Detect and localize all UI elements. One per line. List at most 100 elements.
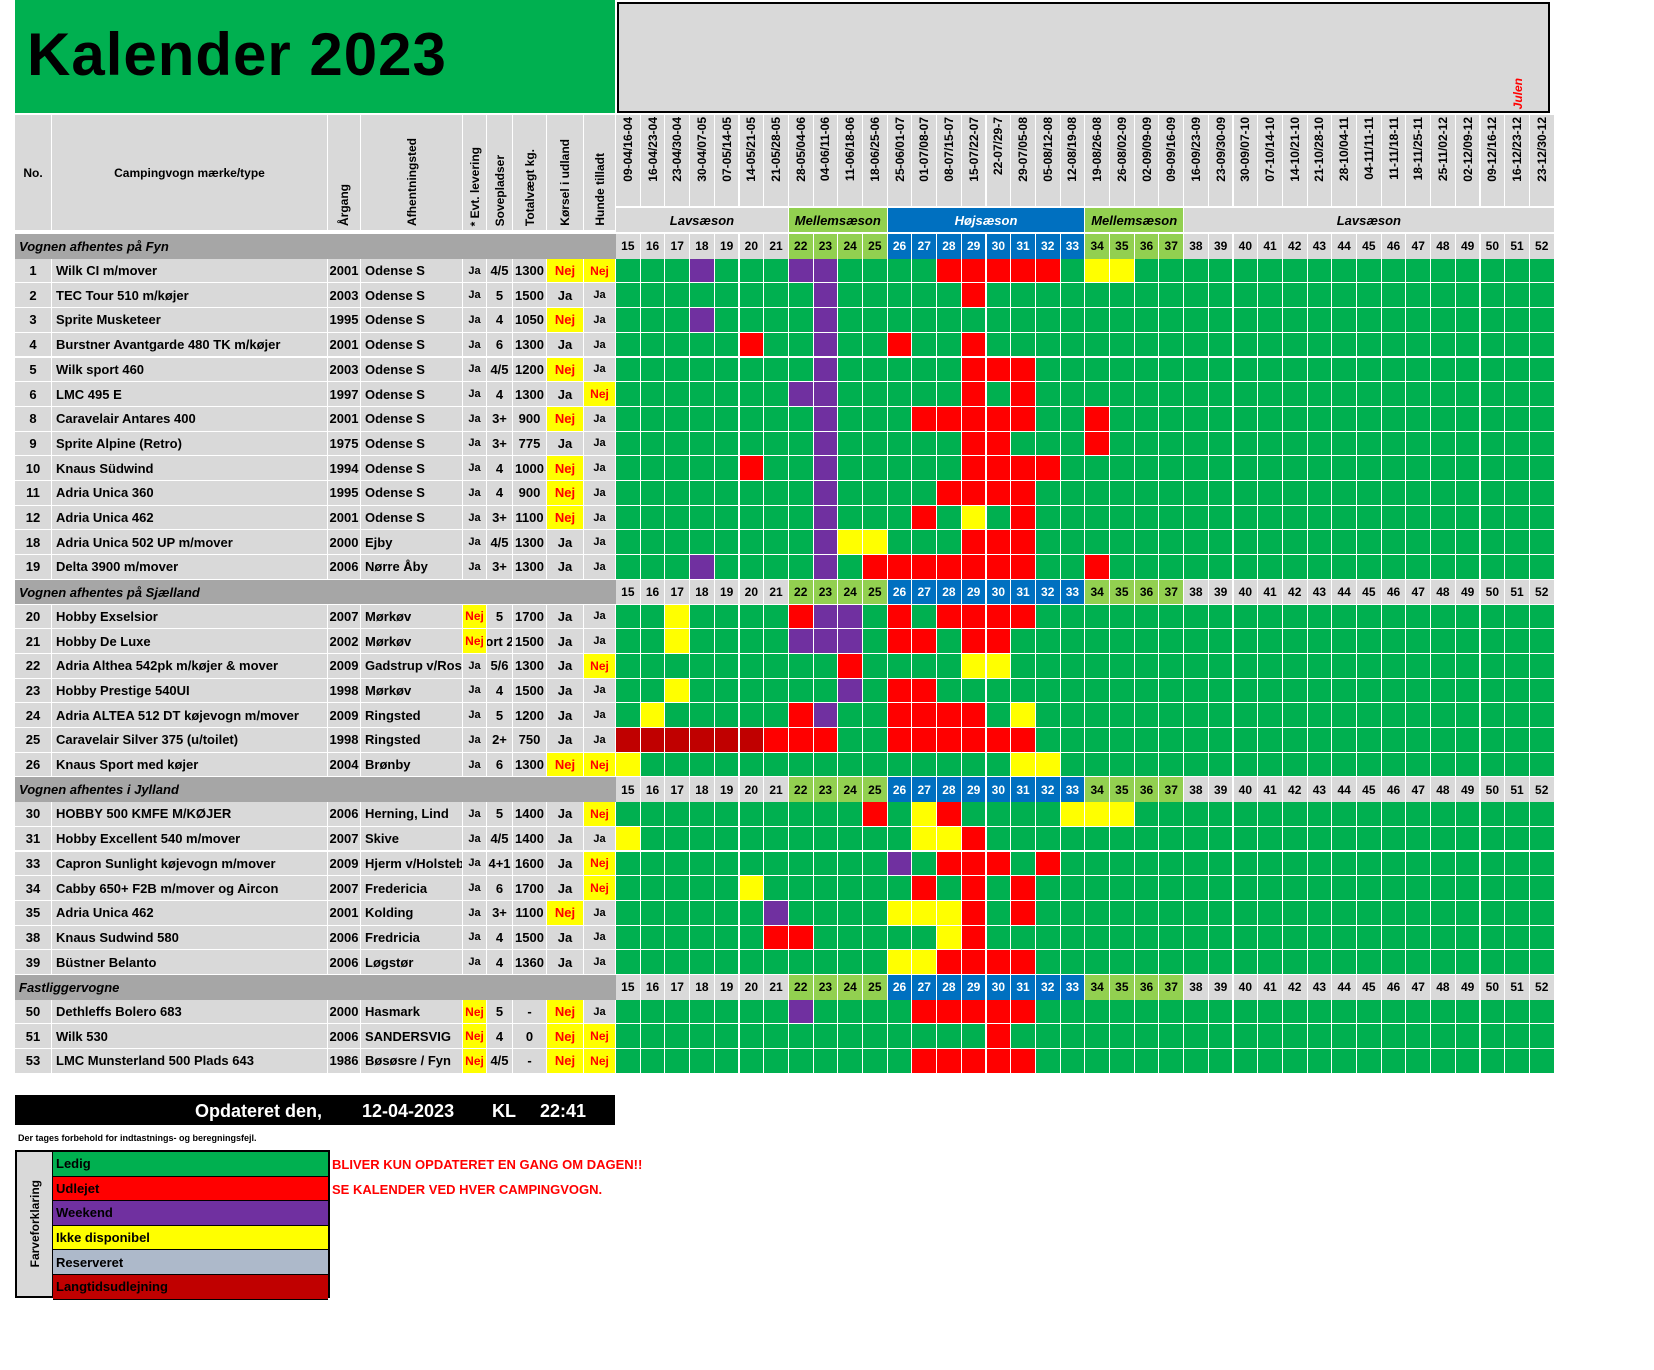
availability-cell[interactable] xyxy=(1184,802,1209,827)
availability-cell[interactable] xyxy=(961,357,987,383)
availability-cell[interactable] xyxy=(1035,678,1061,704)
availability-cell[interactable] xyxy=(961,604,987,630)
availability-cell[interactable] xyxy=(1307,308,1333,333)
availability-cell[interactable] xyxy=(1357,653,1382,679)
availability-cell[interactable] xyxy=(1307,752,1333,778)
availability-cell[interactable] xyxy=(788,826,814,852)
availability-cell[interactable] xyxy=(1406,826,1432,852)
availability-cell[interactable] xyxy=(764,876,789,901)
availability-cell[interactable] xyxy=(1159,1049,1185,1074)
availability-cell[interactable] xyxy=(961,629,987,654)
availability-cell[interactable] xyxy=(1406,530,1432,556)
availability-cell[interactable] xyxy=(1233,752,1259,778)
availability-cell[interactable] xyxy=(986,530,1012,556)
availability-cell[interactable] xyxy=(1455,382,1481,407)
availability-cell[interactable] xyxy=(764,530,789,556)
availability-cell[interactable] xyxy=(640,406,666,432)
availability-cell[interactable] xyxy=(1381,826,1407,852)
availability-cell[interactable] xyxy=(1134,900,1160,926)
availability-cell[interactable] xyxy=(1159,1024,1185,1050)
availability-cell[interactable] xyxy=(1011,653,1036,679)
availability-cell[interactable] xyxy=(1282,406,1308,432)
availability-cell[interactable] xyxy=(986,406,1012,432)
availability-cell[interactable] xyxy=(838,900,863,926)
availability-cell[interactable] xyxy=(863,481,888,506)
availability-cell[interactable] xyxy=(986,505,1012,531)
availability-cell[interactable] xyxy=(1060,999,1086,1025)
availability-cell[interactable] xyxy=(640,530,666,556)
availability-cell[interactable] xyxy=(739,752,765,778)
availability-cell[interactable] xyxy=(1258,802,1283,827)
availability-cell[interactable] xyxy=(961,653,987,679)
availability-cell[interactable] xyxy=(1134,851,1160,877)
availability-cell[interactable] xyxy=(640,382,666,407)
availability-cell[interactable] xyxy=(1529,653,1555,679)
availability-cell[interactable] xyxy=(863,1024,888,1050)
availability-cell[interactable] xyxy=(1431,703,1456,728)
availability-cell[interactable] xyxy=(1134,950,1160,975)
availability-cell[interactable] xyxy=(1480,629,1506,654)
availability-cell[interactable] xyxy=(1233,406,1259,432)
availability-cell[interactable] xyxy=(838,851,863,877)
availability-cell[interactable] xyxy=(788,950,814,975)
availability-cell[interactable] xyxy=(1431,653,1456,679)
availability-cell[interactable] xyxy=(1258,826,1283,852)
availability-cell[interactable] xyxy=(1406,332,1432,358)
availability-cell[interactable] xyxy=(1159,431,1185,457)
availability-cell[interactable] xyxy=(1011,678,1036,704)
availability-cell[interactable] xyxy=(937,876,962,901)
availability-cell[interactable] xyxy=(863,555,888,580)
availability-cell[interactable] xyxy=(1455,703,1481,728)
availability-cell[interactable] xyxy=(640,1049,666,1074)
availability-cell[interactable] xyxy=(739,728,765,753)
availability-cell[interactable] xyxy=(616,653,641,679)
availability-cell[interactable] xyxy=(665,826,691,852)
availability-cell[interactable] xyxy=(1307,728,1333,753)
availability-cell[interactable] xyxy=(1011,826,1036,852)
availability-cell[interactable] xyxy=(1110,283,1135,309)
availability-cell[interactable] xyxy=(1011,925,1036,951)
availability-cell[interactable] xyxy=(1208,308,1234,333)
availability-cell[interactable] xyxy=(616,357,641,383)
availability-cell[interactable] xyxy=(1307,999,1333,1025)
availability-cell[interactable] xyxy=(714,802,740,827)
availability-cell[interactable] xyxy=(1357,555,1382,580)
availability-cell[interactable] xyxy=(1505,1049,1530,1074)
availability-cell[interactable] xyxy=(1085,308,1110,333)
availability-cell[interactable] xyxy=(690,629,715,654)
availability-cell[interactable] xyxy=(1110,604,1135,630)
availability-cell[interactable] xyxy=(1505,728,1530,753)
availability-cell[interactable] xyxy=(1110,406,1135,432)
availability-cell[interactable] xyxy=(1406,876,1432,901)
availability-cell[interactable] xyxy=(1011,752,1036,778)
availability-cell[interactable] xyxy=(1035,332,1061,358)
availability-cell[interactable] xyxy=(788,431,814,457)
availability-cell[interactable] xyxy=(1431,258,1456,284)
availability-cell[interactable] xyxy=(961,802,987,827)
availability-cell[interactable] xyxy=(887,678,913,704)
availability-cell[interactable] xyxy=(986,481,1012,506)
availability-cell[interactable] xyxy=(961,530,987,556)
availability-cell[interactable] xyxy=(1431,431,1456,457)
availability-cell[interactable] xyxy=(665,505,691,531)
availability-cell[interactable] xyxy=(1480,703,1506,728)
availability-cell[interactable] xyxy=(1208,283,1234,309)
availability-cell[interactable] xyxy=(690,505,715,531)
availability-cell[interactable] xyxy=(813,728,839,753)
availability-cell[interactable] xyxy=(1060,653,1086,679)
availability-cell[interactable] xyxy=(1480,950,1506,975)
availability-cell[interactable] xyxy=(1085,728,1110,753)
availability-cell[interactable] xyxy=(912,851,938,877)
availability-cell[interactable] xyxy=(788,1049,814,1074)
availability-cell[interactable] xyxy=(838,1024,863,1050)
availability-cell[interactable] xyxy=(1134,752,1160,778)
availability-cell[interactable] xyxy=(1233,431,1259,457)
availability-cell[interactable] xyxy=(961,752,987,778)
availability-cell[interactable] xyxy=(665,999,691,1025)
availability-cell[interactable] xyxy=(1406,678,1432,704)
availability-cell[interactable] xyxy=(1505,258,1530,284)
availability-cell[interactable] xyxy=(1381,481,1407,506)
availability-cell[interactable] xyxy=(986,950,1012,975)
availability-cell[interactable] xyxy=(764,1049,789,1074)
availability-cell[interactable] xyxy=(1159,900,1185,926)
